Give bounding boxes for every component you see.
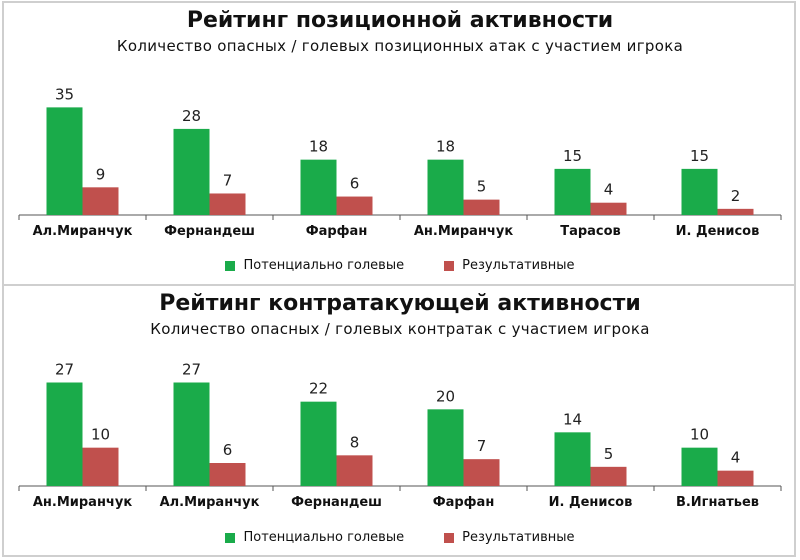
data-label: 2 [731, 187, 741, 205]
data-label: 4 [731, 449, 741, 467]
legend-label-potential: Потенциально голевые [243, 530, 405, 545]
data-label: 22 [309, 380, 328, 398]
data-label: 4 [604, 181, 614, 199]
bar-effective [463, 459, 500, 486]
bar-potential [681, 447, 718, 486]
data-label: 18 [309, 138, 328, 156]
bar-chart-counterattack: 27 10 Ан.Миранчук 27 6 Ал.Миранчук 22 8 Фернанде… [18, 361, 782, 510]
legend-item-effective: Результативные [444, 530, 575, 545]
legend-item-potential: Потенциально голевые [225, 258, 404, 273]
bar-potential [46, 382, 83, 486]
bar-potential [554, 168, 591, 215]
bar-potential [173, 382, 210, 486]
data-label: 28 [182, 107, 201, 125]
bar-effective [590, 466, 627, 486]
legend-swatch-effective [444, 260, 455, 271]
category-label: В.Игнатьев [676, 495, 759, 510]
bar-effective [336, 196, 373, 215]
data-label: 10 [91, 426, 110, 444]
data-label: 14 [563, 410, 582, 428]
bar-effective [82, 187, 119, 215]
chart-title: Рейтинг позиционной активности [186, 8, 614, 33]
category-label: Фарфан [433, 495, 495, 510]
bar-effective [590, 202, 627, 215]
category-label: Ан.Миранчук [33, 495, 132, 510]
bar-potential [427, 159, 464, 215]
category-label: И. Денисов [676, 224, 760, 239]
bar-potential [173, 128, 210, 215]
chart-legend: Потенциально голевые Результативные [0, 530, 800, 545]
data-label: 15 [563, 147, 582, 165]
legend-swatch-potential [225, 532, 236, 543]
bar-effective [717, 208, 754, 215]
bar-potential [300, 159, 337, 215]
category-label: Ан.Миранчук [414, 224, 513, 239]
data-label: 7 [223, 171, 233, 189]
legend-label-effective: Результативные [462, 530, 575, 545]
category-label: Ал.Миранчук [33, 224, 133, 239]
legend-item-potential: Потенциально голевые [225, 530, 404, 545]
panel-divider [2, 284, 796, 286]
data-label: 5 [477, 178, 487, 196]
chart-title: Рейтинг контратакующей активности [159, 291, 641, 316]
data-label: 27 [182, 361, 201, 379]
data-label: 15 [690, 147, 709, 165]
category-label: Фернандеш [291, 495, 382, 510]
legend-item-effective: Результативные [444, 258, 575, 273]
data-label: 27 [55, 361, 74, 379]
data-label: 9 [96, 165, 106, 183]
data-label: 10 [690, 426, 709, 444]
legend-swatch-effective [444, 532, 455, 543]
category-label: Ал.Миранчук [160, 495, 260, 510]
bar-chart-positional: 35 9 Ал.Миранчук 28 7 Фернандеш 18 6 Фарфан 18 5 Ан… [18, 85, 782, 239]
legend-label-effective: Результативные [462, 258, 575, 273]
data-label: 18 [436, 138, 455, 156]
chart-legend: Потенциально голевые Результативные [0, 258, 800, 273]
data-label: 5 [604, 445, 614, 463]
bar-potential [427, 409, 464, 486]
bar-effective [717, 470, 754, 486]
legend-swatch-potential [225, 260, 236, 271]
data-label: 8 [350, 433, 360, 451]
chart-subtitle: Количество опасных / голевых позиционных… [116, 37, 684, 55]
bar-effective [209, 193, 246, 215]
category-label: И. Денисов [549, 495, 633, 510]
bar-potential [300, 401, 337, 486]
bar-effective [463, 199, 500, 215]
bar-effective [82, 447, 119, 486]
chart-subtitle: Количество опасных / голевых контратак с… [150, 320, 650, 338]
data-label: 6 [350, 175, 360, 193]
bar-potential [46, 107, 83, 215]
category-label: Тарасов [560, 224, 621, 239]
category-label: Фарфан [306, 224, 368, 239]
bar-potential [681, 168, 718, 215]
data-label: 35 [55, 85, 74, 103]
data-label: 20 [436, 387, 455, 405]
bar-effective [209, 463, 246, 486]
legend-label-potential: Потенциально голевые [243, 258, 405, 273]
bar-effective [336, 455, 373, 486]
data-label: 6 [223, 441, 233, 459]
bar-potential [554, 432, 591, 486]
data-label: 7 [477, 437, 487, 455]
category-label: Фернандеш [164, 224, 255, 239]
